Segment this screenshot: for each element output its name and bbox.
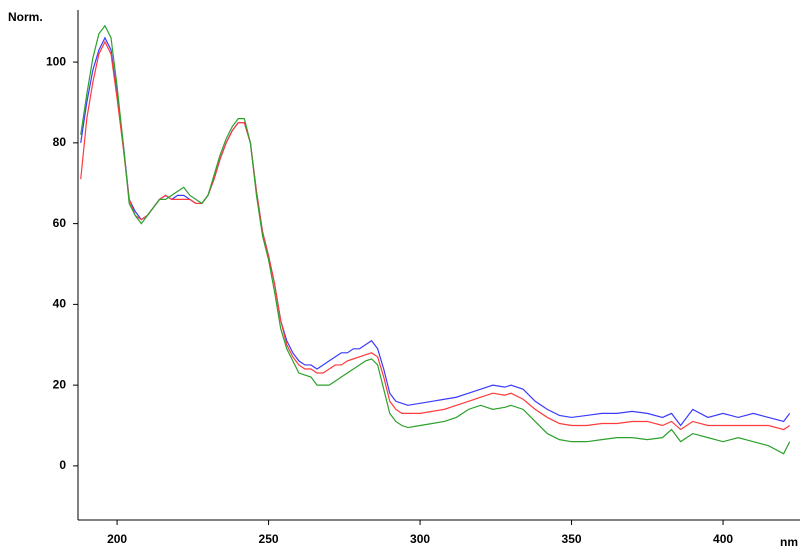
x-tick-label: 200 [107,532,127,546]
x-tick-label: 300 [410,532,430,546]
y-tick-label: 100 [46,54,66,68]
spectrum-line [80,24,791,455]
x-tick-label: 250 [259,532,279,546]
y-axis-label: Norm. [8,10,43,24]
spectrum-line [80,40,791,431]
x-axis-label: nm [780,535,798,549]
y-tick-label: 80 [53,135,67,149]
x-tick-label: 400 [713,532,733,546]
y-tick-label: 60 [53,216,67,230]
y-tick-label: 40 [53,297,67,311]
spectrum-line [80,36,791,427]
x-tick-label: 350 [562,532,582,546]
y-tick-label: 20 [53,377,67,391]
y-tick-label: 0 [59,458,66,472]
